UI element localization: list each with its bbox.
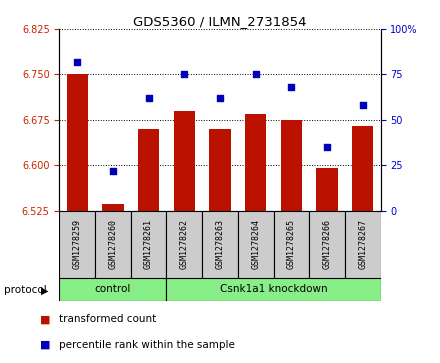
Text: ■: ■ [40,340,50,350]
Text: GSM1278266: GSM1278266 [323,219,332,269]
Bar [274,211,309,278]
Bar [59,278,166,301]
Text: Csnk1a1 knockdown: Csnk1a1 knockdown [220,285,327,294]
Bar [138,129,159,211]
Text: protocol: protocol [4,285,47,295]
Bar [238,211,274,278]
Point [288,84,295,90]
Bar [309,211,345,278]
Text: percentile rank within the sample: percentile rank within the sample [59,340,235,350]
Bar [166,278,381,301]
Point [216,95,224,101]
Text: GSM1278264: GSM1278264 [251,219,260,269]
Bar [281,120,302,211]
Bar [95,211,131,278]
Text: GSM1278265: GSM1278265 [287,219,296,269]
Bar [131,211,166,278]
Text: GSM1278267: GSM1278267 [358,219,367,269]
Bar [352,126,374,211]
Bar [166,211,202,278]
Text: transformed count: transformed count [59,314,157,325]
Bar [316,168,338,211]
Text: GSM1278260: GSM1278260 [108,219,117,269]
Text: ■: ■ [40,314,50,325]
Point [323,144,330,150]
Title: GDS5360 / ILMN_2731854: GDS5360 / ILMN_2731854 [133,15,307,28]
Text: GSM1278261: GSM1278261 [144,219,153,269]
Point [252,72,259,77]
Text: GSM1278259: GSM1278259 [73,219,82,269]
Bar [102,204,124,211]
Text: GSM1278262: GSM1278262 [180,219,189,269]
Point [181,72,188,77]
Bar [245,114,266,211]
Bar [59,211,95,278]
Bar [209,129,231,211]
Point [359,102,366,108]
Point [74,59,81,65]
Point [110,168,117,174]
Text: control: control [95,285,131,294]
Text: ▶: ▶ [40,285,48,295]
Bar [345,211,381,278]
Point [145,95,152,101]
Bar [202,211,238,278]
Text: GSM1278263: GSM1278263 [216,219,224,269]
Bar [66,74,88,211]
Bar [174,111,195,211]
